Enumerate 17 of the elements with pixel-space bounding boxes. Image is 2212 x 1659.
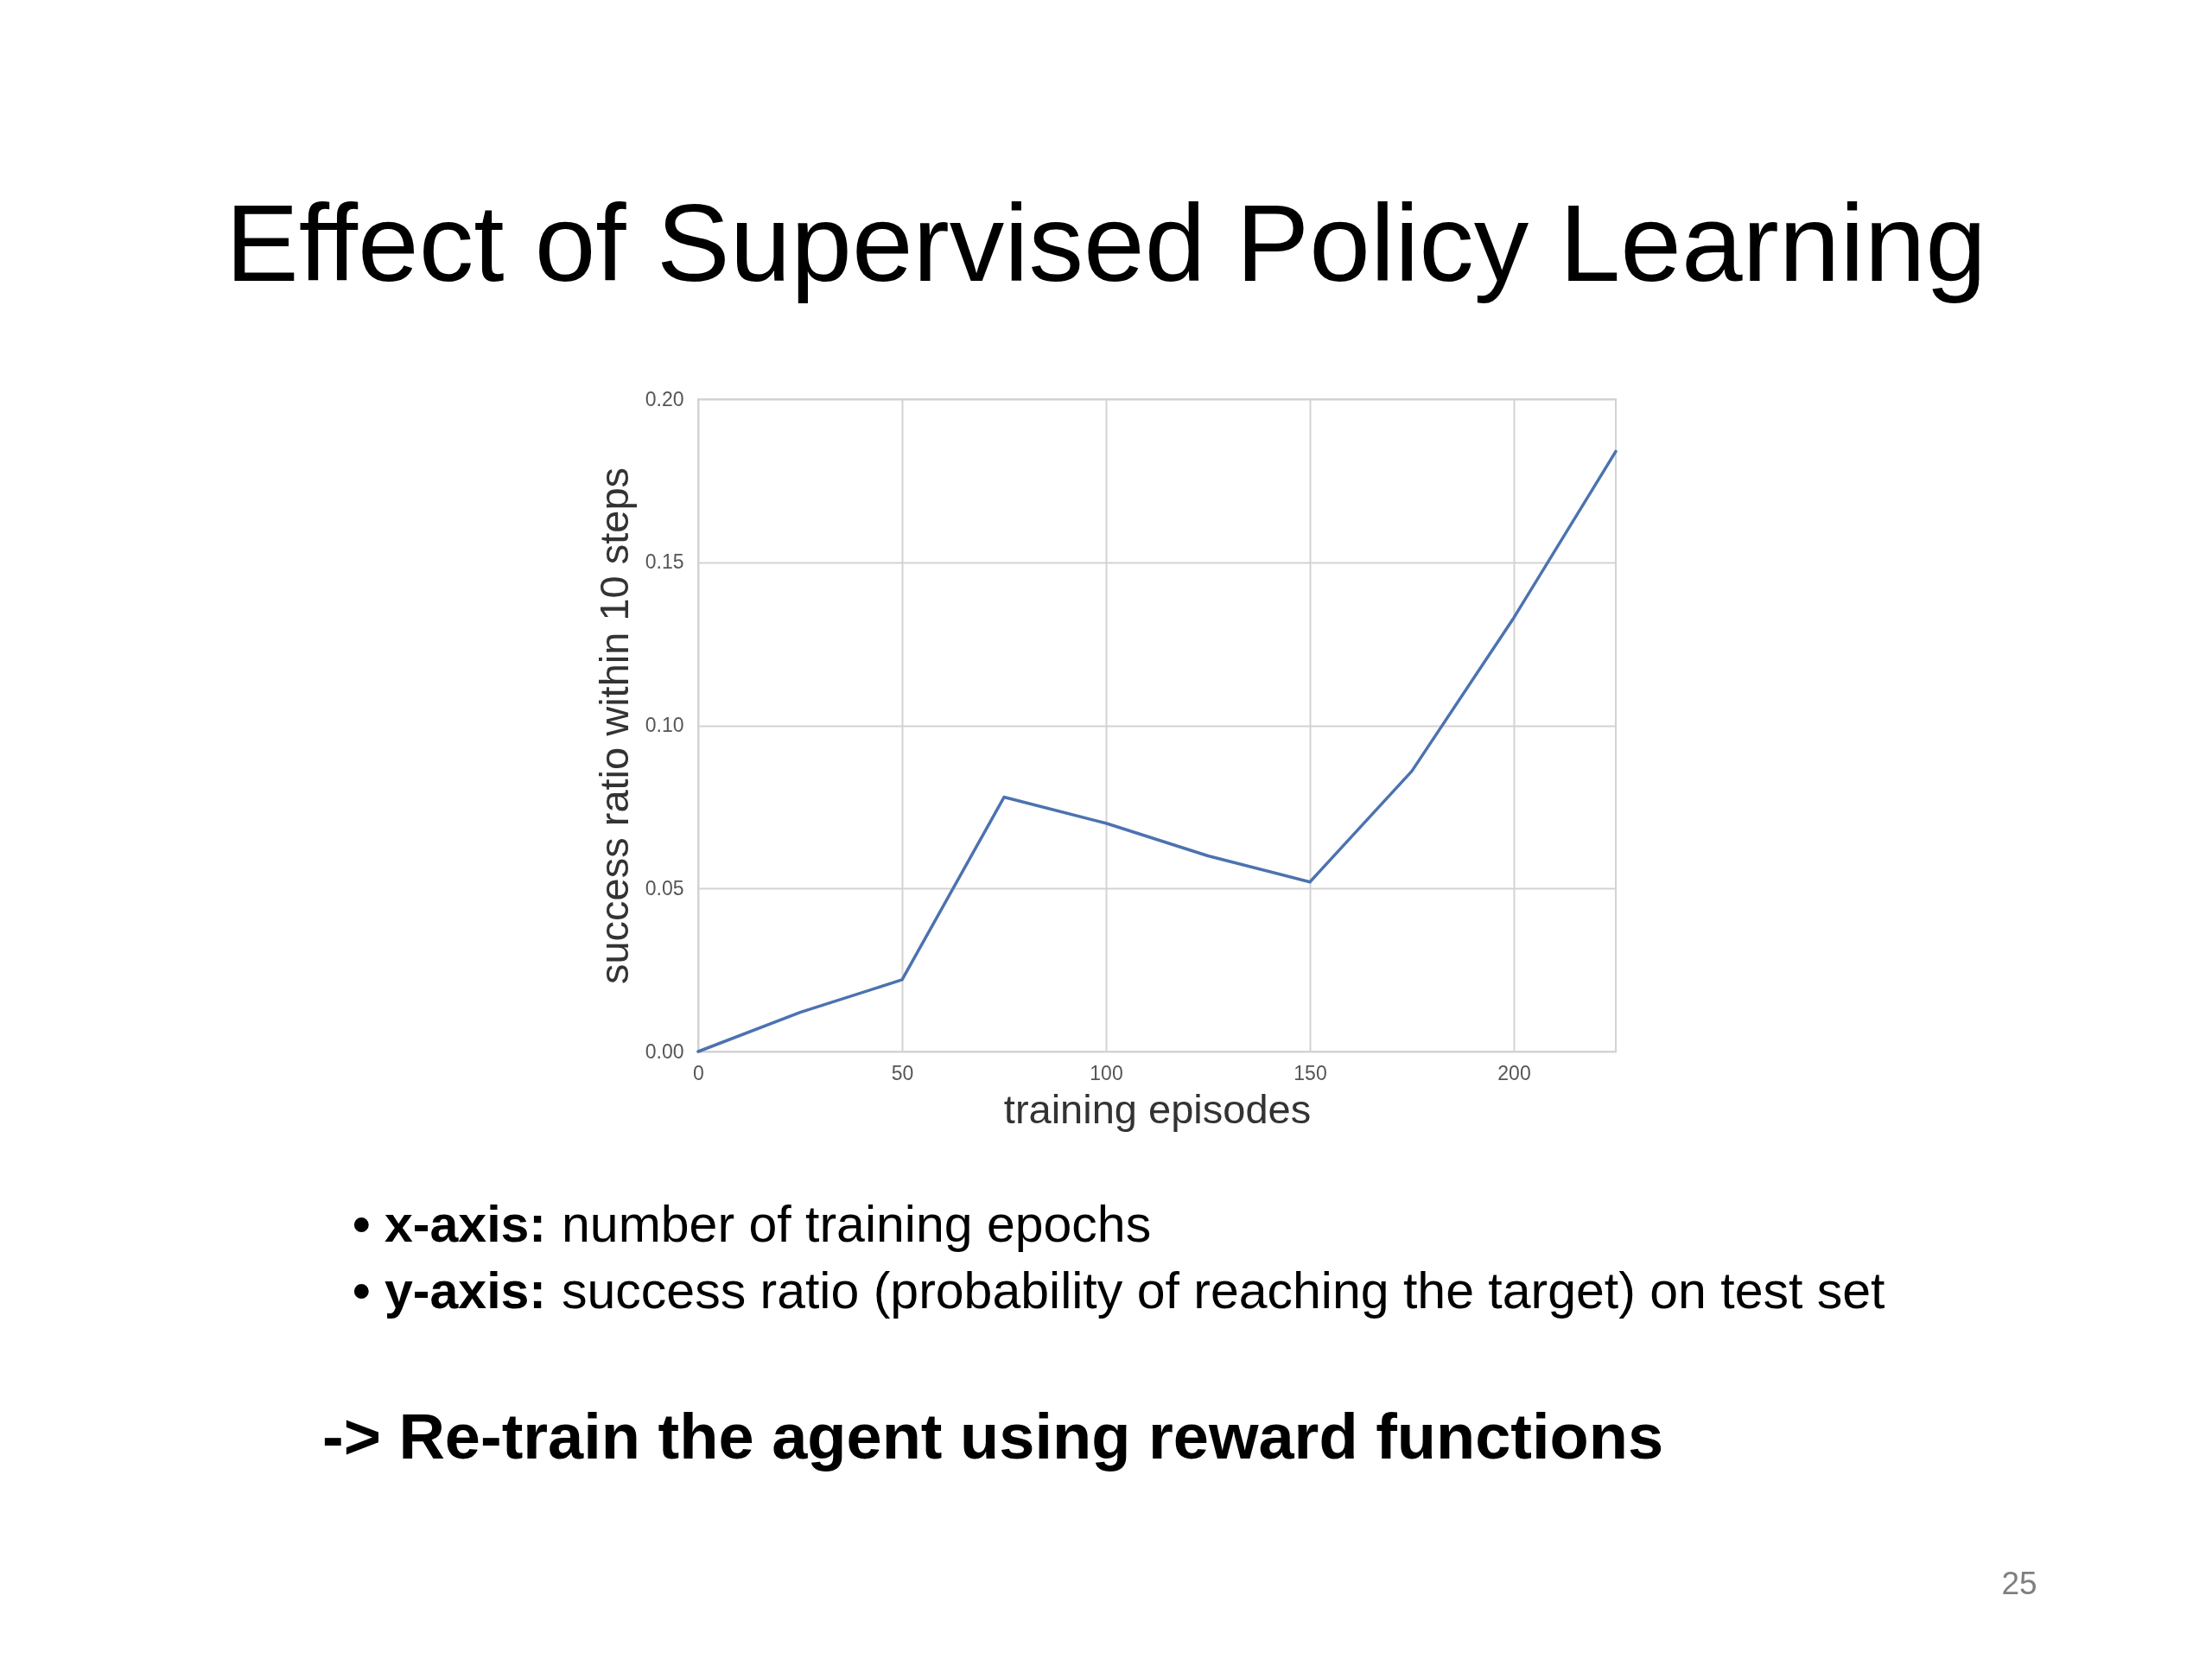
x-tick-label: 100 <box>1090 1061 1123 1084</box>
x-tick-label: 150 <box>1294 1061 1327 1084</box>
y-tick-label: 0.00 <box>645 1039 684 1063</box>
y-tick-label: 0.10 <box>645 714 684 736</box>
text: 25 <box>2001 1566 2037 1601</box>
y-tick-label: 0.05 <box>645 876 684 899</box>
y-tick-label: 0.20 <box>645 387 684 410</box>
chart-title: Effect of Supervised Policy Learning <box>226 181 1986 304</box>
text: -> Re-train the agent using reward functions <box>322 1401 1664 1472</box>
x-tick-label: 200 <box>1497 1061 1531 1084</box>
text: • y-axis: success ratio (probability of reaching the target) on test set <box>353 1262 1885 1319</box>
x-tick-label: 50 <box>891 1061 914 1084</box>
y-tick-label: 0.15 <box>645 550 684 574</box>
x-tick-label: 0 <box>693 1061 704 1084</box>
x-axis-title: training episodes <box>1003 1085 1312 1132</box>
y-axis-title: success ratio within 10 steps <box>590 467 637 985</box>
text: • x-axis: number of training epochs <box>353 1196 1152 1253</box>
